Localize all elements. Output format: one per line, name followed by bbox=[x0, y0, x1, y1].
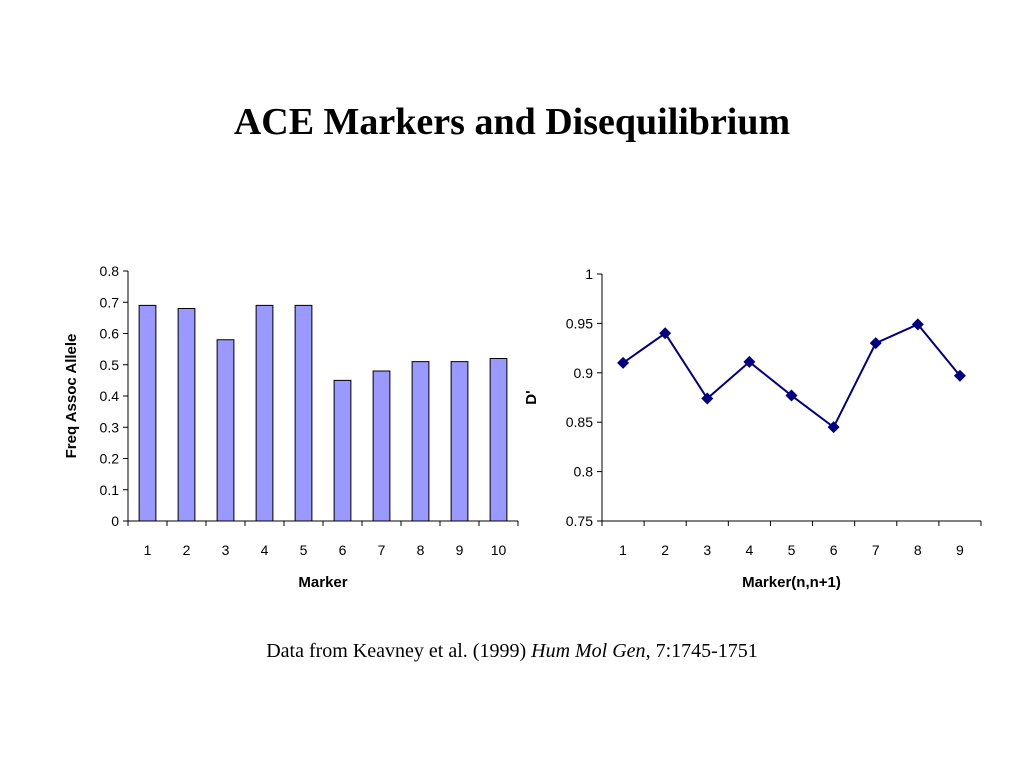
data-point bbox=[785, 389, 798, 402]
y-tick-label: 0.75 bbox=[566, 513, 593, 529]
bar bbox=[333, 379, 352, 522]
x-tick-label: 6 bbox=[339, 542, 347, 558]
bar bbox=[255, 304, 274, 522]
x-tick-label: 3 bbox=[703, 542, 711, 558]
y-tick-label: 0 bbox=[111, 513, 119, 529]
bar bbox=[489, 358, 508, 522]
line-chart-svg: 0.75 0.8 0.85 0.9 0.95 1 1 2 3 4 5 6 7 8 9 Marker(n,n+1… bbox=[523, 266, 982, 591]
x-tick-label: 7 bbox=[378, 542, 386, 558]
bar-chart-freq-assoc-allele: 0 0.1 0.2 0.3 0.4 0.5 0.6 0.7 0.8 1 2 3 4 5 6 7 8 9 10 Mark… bbox=[40, 250, 530, 600]
data-point bbox=[659, 327, 672, 340]
data-point bbox=[911, 318, 924, 331]
bar bbox=[177, 308, 196, 522]
data-point bbox=[827, 421, 840, 434]
x-tick-label: 7 bbox=[872, 542, 880, 558]
line-chart-d-prime: 0.75 0.8 0.85 0.9 0.95 1 1 2 3 4 5 6 7 8 9 Marker(n,n+1… bbox=[510, 250, 1000, 600]
page-title: ACE Markers and Disequilibrium bbox=[233, 101, 791, 143]
y-tick-label: 0.7 bbox=[100, 294, 120, 310]
y-tick-label: 0.95 bbox=[566, 315, 593, 331]
x-tick-label: 9 bbox=[456, 542, 464, 558]
y-axis-title: Freq Assoc Allele bbox=[63, 334, 80, 459]
bar bbox=[216, 339, 235, 522]
x-tick-label: 9 bbox=[956, 542, 964, 558]
caption-prefix: Data from Keavney et al. (1999) bbox=[266, 640, 532, 662]
y-tick-label: 0.6 bbox=[100, 326, 120, 342]
x-tick-label: 4 bbox=[745, 542, 753, 558]
caption-journal: Hum Mol Gen bbox=[531, 640, 646, 662]
bar bbox=[294, 304, 313, 522]
y-axis-title: D' bbox=[523, 390, 540, 404]
x-tick-label: 8 bbox=[417, 542, 425, 558]
x-axis-title: Marker(n,n+1) bbox=[742, 574, 841, 591]
y-tick-label: 0.4 bbox=[100, 388, 120, 404]
x-tick-label: 5 bbox=[788, 542, 796, 558]
x-tick-label: 10 bbox=[491, 542, 507, 558]
x-tick-label: 3 bbox=[222, 542, 230, 558]
x-tick-label: 5 bbox=[300, 542, 308, 558]
x-tick-label: 1 bbox=[144, 542, 152, 558]
x-tick-label: 2 bbox=[183, 542, 191, 558]
y-tick-label: 0.8 bbox=[100, 263, 120, 279]
bar bbox=[138, 304, 157, 522]
y-tick-label: 0.9 bbox=[574, 365, 594, 381]
y-tick-label: 1 bbox=[585, 266, 593, 282]
y-tick-label: 0.5 bbox=[100, 357, 120, 373]
x-tick-label: 4 bbox=[261, 542, 269, 558]
series-line bbox=[622, 323, 961, 429]
x-tick-label: 1 bbox=[619, 542, 627, 558]
bar bbox=[411, 361, 430, 522]
y-tick-label: 0.8 bbox=[574, 464, 594, 480]
data-point bbox=[953, 369, 966, 382]
x-tick-label: 2 bbox=[661, 542, 669, 558]
bar bbox=[372, 370, 391, 522]
y-tick-label: 0.1 bbox=[100, 482, 120, 498]
y-tick-label: 0.3 bbox=[100, 419, 120, 435]
bar-chart-svg: 0 0.1 0.2 0.3 0.4 0.5 0.6 0.7 0.8 1 2 3 4 5 6 7 8 9 10 Mark… bbox=[63, 263, 519, 591]
data-point bbox=[743, 355, 756, 368]
source-caption: Data from Keavney et al. (1999) Hum Mol … bbox=[0, 640, 1024, 663]
data-point bbox=[869, 337, 882, 350]
x-tick-label: 8 bbox=[914, 542, 922, 558]
bar bbox=[450, 361, 469, 522]
data-point bbox=[701, 392, 714, 405]
y-tick-label: 0.2 bbox=[100, 451, 120, 467]
x-tick-label: 6 bbox=[830, 542, 838, 558]
caption-suffix: , 7:1745-1751 bbox=[645, 640, 758, 662]
y-tick-label: 0.85 bbox=[566, 414, 593, 430]
data-point bbox=[617, 356, 630, 369]
x-axis-title: Marker bbox=[298, 574, 347, 591]
